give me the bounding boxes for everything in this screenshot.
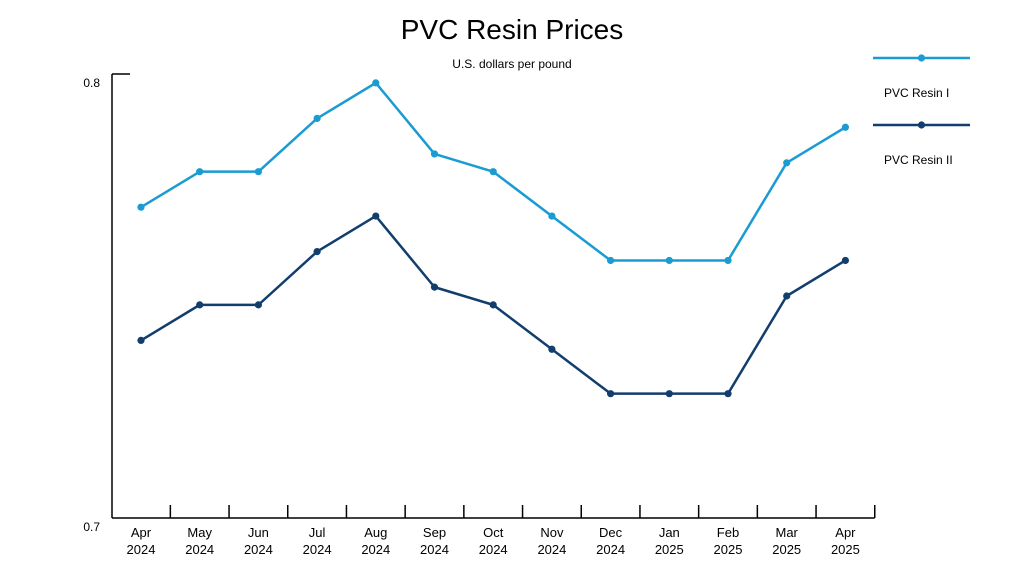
data-point	[254, 301, 262, 309]
x-tick-label: Jan 2025	[655, 525, 684, 557]
data-point	[430, 150, 439, 158]
data-point	[372, 212, 380, 220]
data-point	[548, 345, 556, 353]
data-point	[783, 292, 791, 300]
y-tick-label: 0.7	[83, 520, 100, 534]
data-point	[489, 168, 497, 176]
data-point	[607, 390, 615, 398]
x-tick-label: Oct 2024	[479, 525, 508, 557]
data-point	[196, 301, 204, 309]
x-tick-label: Feb 2025	[714, 525, 743, 557]
legend-label: PVC Resin I	[884, 86, 949, 100]
y-tick-label: 0.8	[83, 76, 100, 90]
x-tick-label: Apr 2025	[831, 525, 860, 557]
x-tick-label: Apr 2024	[127, 525, 156, 557]
data-point	[489, 301, 497, 309]
x-tick-label: Dec 2024	[596, 525, 625, 557]
data-point	[724, 256, 732, 265]
data-point	[841, 123, 850, 131]
data-point	[665, 256, 673, 265]
data-point	[137, 203, 145, 211]
data-point	[665, 390, 673, 398]
x-tick-label: Nov 2024	[537, 525, 566, 557]
x-tick-label: May 2024	[185, 525, 214, 557]
x-tick-label: Mar 2025	[772, 525, 801, 557]
data-point	[137, 336, 145, 344]
x-tick-label: Sep 2024	[420, 525, 449, 557]
data-point	[313, 248, 321, 256]
x-tick-label: Jul 2024	[303, 525, 332, 557]
data-point	[783, 159, 791, 167]
legend-label: PVC Resin II	[884, 153, 953, 167]
data-point	[430, 283, 439, 291]
data-point	[724, 390, 732, 398]
legend-swatch-marker	[917, 54, 926, 62]
data-point	[548, 212, 556, 220]
chart-title: PVC Resin Prices	[400, 14, 624, 45]
data-point	[313, 114, 321, 122]
legend-swatch-marker	[917, 121, 926, 129]
x-tick-label: Jun 2024	[244, 525, 273, 557]
data-point	[841, 256, 850, 265]
data-point	[254, 168, 262, 176]
chart-subtitle: U.S. dollars per pound	[452, 57, 572, 71]
data-point	[372, 79, 380, 87]
data-point	[196, 168, 204, 176]
x-tick-label: Aug 2024	[361, 525, 390, 557]
data-point	[607, 256, 615, 265]
